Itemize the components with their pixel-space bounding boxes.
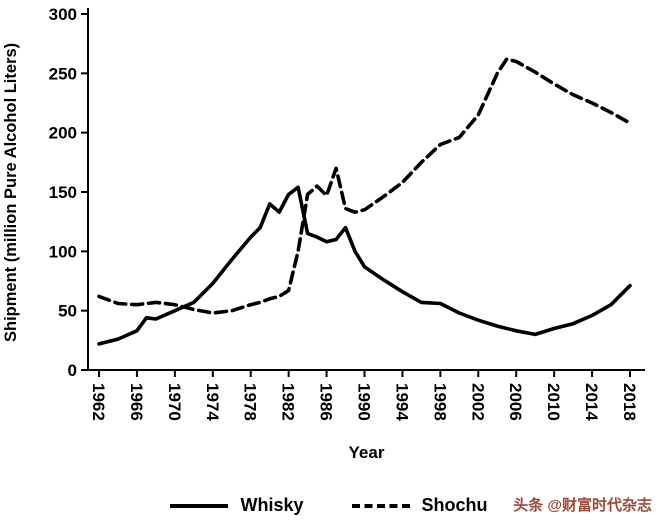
y-tick-label: 300 — [49, 5, 77, 24]
x-tick-label: 2002 — [468, 383, 487, 421]
series-line-whisky — [97, 185, 632, 346]
x-tick-label: 1994 — [392, 383, 411, 421]
series-line-shochu — [97, 57, 632, 315]
whisky-line-sample — [170, 503, 229, 508]
x-tick-label: 1978 — [241, 383, 260, 421]
x-tick-label: 1962 — [89, 383, 108, 421]
y-axis-title: Shipment (million Pure Alcohol Liters) — [2, 42, 20, 342]
y-tick-label: 150 — [49, 183, 77, 202]
x-tick-label: 1974 — [203, 383, 222, 421]
x-tick-label: 1966 — [127, 383, 146, 421]
x-tick-label: 1990 — [355, 383, 374, 421]
shochu-line-sample — [351, 503, 410, 508]
x-axis-title: Year — [348, 443, 385, 462]
x-tick-label: 2006 — [506, 383, 525, 421]
y-tick-label: 200 — [49, 124, 77, 143]
y-tick-label: 0 — [68, 361, 77, 380]
legend-label-whisky: Whisky — [240, 495, 304, 515]
y-tick-label: 50 — [58, 302, 77, 321]
legend-item-shochu: Shochu — [351, 495, 488, 516]
x-tick-label: 2010 — [544, 383, 563, 421]
x-tick-label: 2014 — [582, 383, 601, 421]
x-tick-label: 1986 — [317, 383, 336, 421]
legend: Whisky Shochu — [0, 495, 658, 516]
x-tick-label: 1970 — [165, 383, 184, 421]
legend-item-whisky: Whisky — [170, 495, 304, 516]
x-tick-label: 1982 — [279, 383, 298, 421]
y-tick-label: 100 — [49, 242, 77, 261]
watermark: 头条 @财富时代杂志 — [513, 497, 652, 514]
x-tick-label: 1998 — [430, 383, 449, 421]
legend-label-shochu: Shochu — [421, 495, 488, 515]
chart-canvas: 0 50 100 150 200 250 300 1962 1966 1970 1974 1978 19… — [49, 5, 645, 421]
x-tick-label: 2018 — [620, 383, 639, 421]
y-tick-label: 250 — [49, 64, 77, 83]
